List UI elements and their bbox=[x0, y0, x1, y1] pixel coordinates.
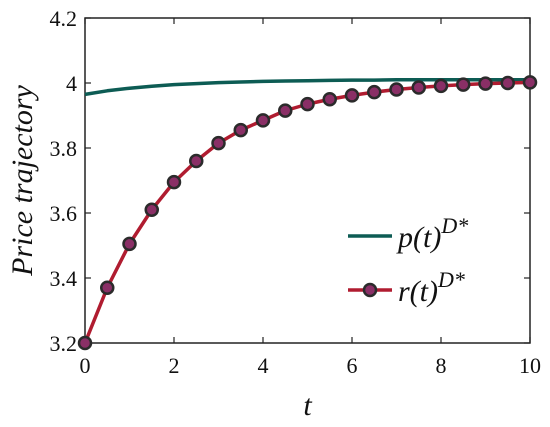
x-tick-label: 6 bbox=[347, 353, 358, 378]
data-point bbox=[233, 122, 248, 138]
data-point bbox=[367, 84, 382, 100]
x-axis-ticks: 0 2 4 6 8 10 bbox=[80, 18, 541, 378]
data-point bbox=[77, 335, 93, 351]
x-tick-label: 8 bbox=[436, 353, 447, 378]
data-point bbox=[389, 82, 404, 97]
y-tick-label: 3.4 bbox=[50, 266, 78, 291]
y-tick-label: 3.2 bbox=[50, 331, 78, 356]
legend-series-name: p(t) bbox=[396, 221, 441, 254]
y-tick-label: 3.6 bbox=[50, 201, 78, 226]
legend-label: p(t)D* bbox=[396, 213, 468, 254]
series-p bbox=[84, 78, 530, 97]
plot-area bbox=[84, 17, 531, 344]
x-tick-label: 0 bbox=[80, 353, 91, 378]
data-point bbox=[411, 80, 426, 95]
data-point bbox=[478, 76, 493, 91]
legend-entry: p(t)D* bbox=[348, 213, 468, 254]
data-point bbox=[144, 202, 159, 217]
y-tick-label: 4.2 bbox=[50, 6, 78, 31]
data-point bbox=[522, 75, 538, 90]
data-point bbox=[433, 78, 449, 94]
x-axis-label: t bbox=[303, 389, 312, 422]
legend-marker bbox=[362, 282, 378, 298]
plot-frame bbox=[84, 17, 531, 344]
x-tick-label: 4 bbox=[258, 353, 269, 378]
series-line bbox=[84, 78, 530, 97]
x-tick-label: 2 bbox=[169, 353, 180, 378]
data-point bbox=[456, 77, 471, 92]
data-point bbox=[300, 96, 315, 112]
data-point bbox=[189, 153, 204, 169]
x-tick-label: 10 bbox=[519, 353, 541, 378]
data-point bbox=[122, 236, 137, 252]
legend-label: r(t)D* bbox=[398, 267, 465, 308]
legend-series-superscript: D* bbox=[440, 213, 468, 238]
data-point bbox=[500, 75, 515, 91]
data-point bbox=[211, 135, 226, 151]
legend: p(t)D*r(t)D* bbox=[348, 213, 468, 308]
legend-series-superscript: D* bbox=[437, 267, 465, 292]
y-tick-label: 4 bbox=[66, 71, 77, 96]
series-layer bbox=[77, 75, 538, 351]
series-r bbox=[77, 75, 538, 351]
y-tick-label: 3.8 bbox=[50, 136, 78, 161]
legend-entry: r(t)D* bbox=[348, 267, 465, 308]
data-point bbox=[166, 174, 182, 190]
y-axis-label: Price trajectory bbox=[6, 84, 39, 276]
data-point bbox=[278, 103, 293, 118]
legend-series-name: r(t) bbox=[398, 275, 438, 308]
y-axis-ticks: 3.2 3.4 3.6 3.8 4 4.2 bbox=[50, 6, 530, 356]
data-point bbox=[322, 92, 337, 107]
data-point bbox=[344, 88, 360, 103]
data-point bbox=[100, 280, 115, 295]
data-point bbox=[255, 113, 271, 128]
